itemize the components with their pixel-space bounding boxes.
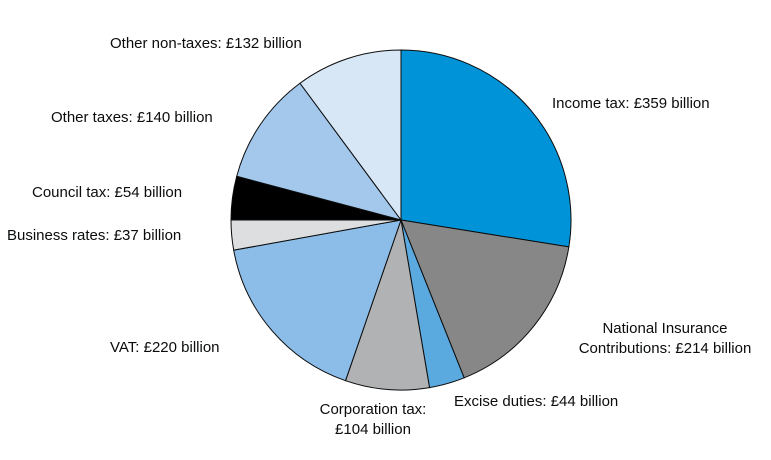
slice-label-8: Other non-taxes: £132 billion <box>110 35 302 52</box>
slice-label-2: Excise duties: £44 billion <box>454 393 619 410</box>
slice-label-4: VAT: £220 billion <box>110 339 220 356</box>
pie-slice-4 <box>233 219 402 382</box>
pie-slice-7 <box>236 82 403 221</box>
pie-slice-0 <box>400 49 572 248</box>
slice-label-1: National Insurance Contributions: £214 b… <box>578 320 752 357</box>
slice-label-6: Council tax: £54 billion <box>32 184 183 201</box>
pie-slice-8 <box>299 49 402 222</box>
slice-label-3: Corporation tax: £104 billion <box>319 401 427 438</box>
pie-slice-1 <box>400 219 570 379</box>
slice-label-5: Business rates: £37 billion <box>7 227 182 244</box>
slice-label-7: Other taxes: £140 billion <box>51 109 213 126</box>
slice-label-0: Income tax: £359 billion <box>552 95 710 112</box>
